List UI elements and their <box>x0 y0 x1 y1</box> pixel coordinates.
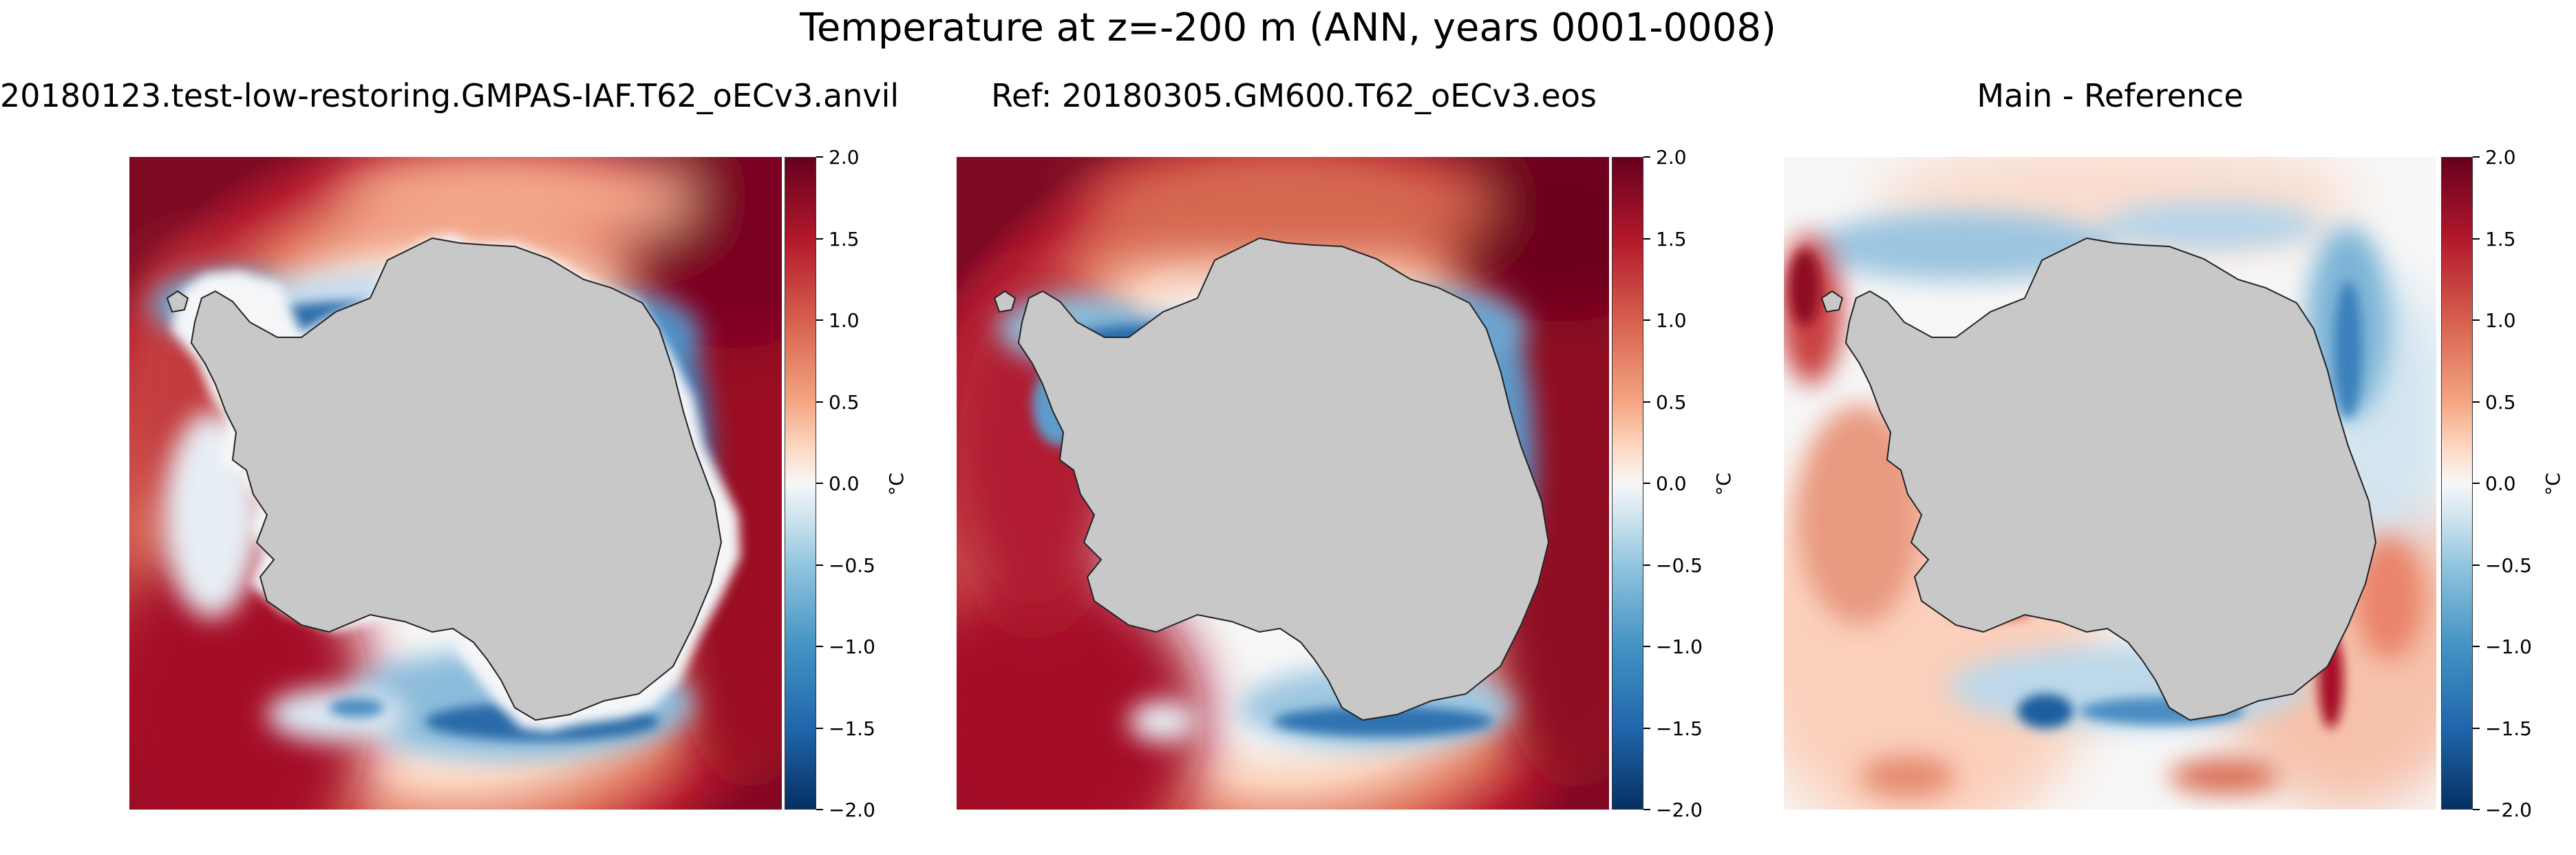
panel-1-colorbar <box>785 157 816 810</box>
panel-1-colorbar-ticks: 2.0 1.5 1.0 0.5 0.0 −0.5 −1.0 −1.5 −2.0 <box>816 146 875 821</box>
panel-1-heatmap <box>129 157 782 810</box>
panel-1-map <box>129 157 782 810</box>
panel-3-map <box>1784 157 2436 810</box>
panel-3-title: Main - Reference <box>1977 77 2244 114</box>
panel-1-title: 20180123.test-low-restoring.GMPAS-IAF.T6… <box>0 77 900 114</box>
panel-2-colorbar-unit: °C <box>1712 472 1735 496</box>
panel-2-heatmap <box>957 157 1609 810</box>
panel-3-colorbar-ticks: 2.0 1.5 1.0 0.5 0.0 −0.5 −1.0 −1.5 −2.0 <box>2473 146 2532 821</box>
panel-2-title: Ref: 20180305.GM600.T62_oECv3.eos <box>991 77 1597 114</box>
panel-2-colorbar <box>1612 157 1643 810</box>
panel-3-colorbar <box>2441 157 2473 810</box>
panel-2-colorbar-ticks: 2.0 1.5 1.0 0.5 0.0 −0.5 −1.0 −1.5 −2.0 <box>1643 146 1703 821</box>
panel-3-heatmap <box>1784 157 2436 810</box>
figure-title: Temperature at z=-200 m (ANN, years 0001… <box>800 6 1776 50</box>
panel-2-map <box>957 157 1609 810</box>
panel-3-colorbar-unit: °C <box>2542 472 2564 496</box>
panel-1-colorbar-unit: °C <box>885 472 908 496</box>
